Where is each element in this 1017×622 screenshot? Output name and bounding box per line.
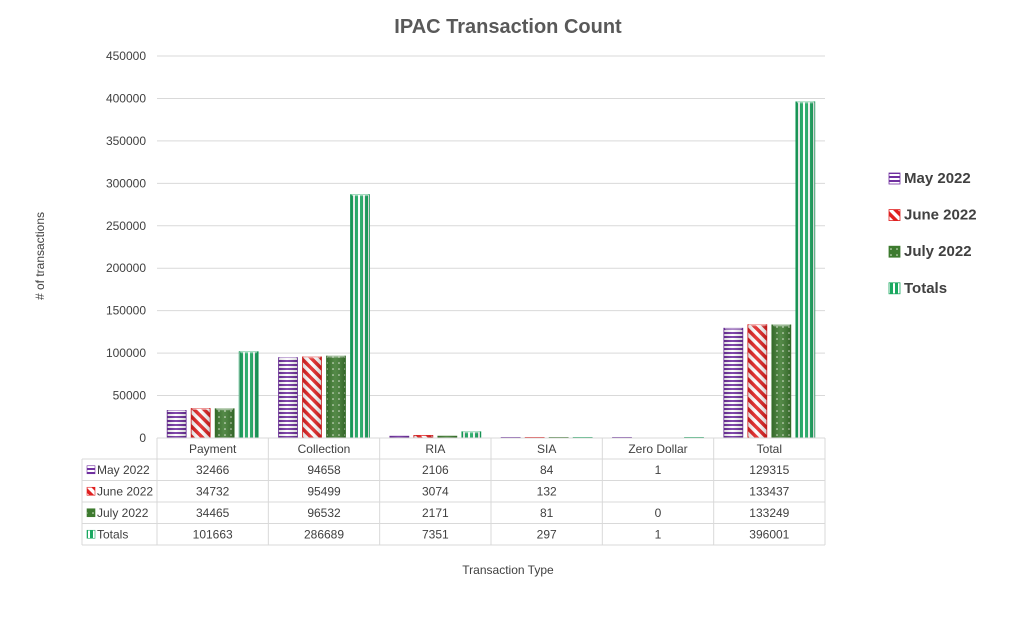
table-legend-key-july-2022 <box>86 508 96 518</box>
category-label-total: Total <box>757 442 782 456</box>
bar-shading <box>413 435 433 438</box>
category-label-zero-dollar: Zero Dollar <box>628 442 687 456</box>
table-cell-totals-collection: 286689 <box>304 527 344 541</box>
bar-cap <box>168 408 186 412</box>
legend-key-may-2022 <box>888 172 901 185</box>
bar-shading <box>215 408 235 438</box>
bar-shading <box>167 410 187 438</box>
y-tick-label: 150000 <box>106 304 146 318</box>
bar-shading <box>461 431 481 438</box>
table-row-label-june-2022: June 2022 <box>97 484 153 498</box>
bars <box>166 100 816 439</box>
y-tick-label: 250000 <box>106 219 146 233</box>
bar-cap <box>279 356 297 360</box>
table-legend-key-june-2022 <box>86 486 96 496</box>
table-cell-totals-payment: 101663 <box>193 527 233 541</box>
table-row-label-totals: Totals <box>97 527 128 541</box>
table-cell-totals-ria: 7351 <box>422 527 449 541</box>
data-table: Payment Collection RIA SIA Zero Dollar Total M… <box>81 437 826 546</box>
bar-shading <box>278 357 298 438</box>
bar-cap <box>192 407 210 411</box>
y-tick-label: 300000 <box>106 176 146 190</box>
category-label-collection: Collection <box>298 442 351 456</box>
category-label-ria: RIA <box>425 442 445 456</box>
table-row-label-may-2022: May 2022 <box>97 463 150 477</box>
legend-key-june-2022 <box>888 209 901 222</box>
table-cell-may-2022-payment: 32466 <box>196 463 230 477</box>
bar-cap <box>216 407 234 411</box>
table-cell-july-2022-sia: 81 <box>540 506 554 520</box>
bar-cap <box>351 193 369 197</box>
legend-label-july-2022: July 2022 <box>904 243 972 260</box>
bar-shading <box>389 436 409 438</box>
bar-cap <box>240 350 258 354</box>
gridlines <box>157 55 825 439</box>
table-legend-key-may-2022 <box>86 465 96 475</box>
bar-shading <box>326 356 346 438</box>
table-cell-july-2022-collection: 96532 <box>307 506 341 520</box>
bar-cap <box>303 355 321 359</box>
bar-cap <box>327 354 345 358</box>
y-tick-label: 350000 <box>106 134 146 148</box>
table-cell-may-2022-ria: 2106 <box>422 463 449 477</box>
table-cell-june-2022-sia: 132 <box>537 484 557 498</box>
y-tick-label: 450000 <box>106 49 146 63</box>
table-cell-june-2022-collection: 95499 <box>307 484 341 498</box>
y-tick-label: 400000 <box>106 91 146 105</box>
bar-shading <box>795 101 815 439</box>
table-cell-may-2022-total: 129315 <box>749 463 789 477</box>
y-axis-tick-labels: 0 50000 100000 150000 200000 250000 300000 3500… <box>106 49 146 445</box>
table-cell-july-2022-ria: 2171 <box>422 506 449 520</box>
chart-title: IPAC Transaction Count <box>394 16 622 38</box>
table-legend-key-totals <box>86 529 96 539</box>
bar-shading <box>350 194 370 438</box>
bar-shading <box>771 324 791 438</box>
table-cell-may-2022-collection: 94658 <box>307 463 341 477</box>
table-cell-totals-sia: 297 <box>537 527 557 541</box>
y-tick-label: 200000 <box>106 261 146 275</box>
bar-shading <box>302 356 322 438</box>
bar-cap <box>462 430 480 434</box>
legend-label-june-2022: June 2022 <box>904 207 977 224</box>
bar-shading <box>437 436 457 438</box>
y-axis-title: # of transactions <box>33 212 47 300</box>
legend-label-may-2022: May 2022 <box>904 170 971 187</box>
bar-shading <box>239 351 259 438</box>
bar-cap <box>724 326 742 330</box>
bar-shading <box>723 328 743 438</box>
bar-cap <box>796 100 814 104</box>
bar-shading <box>191 408 211 438</box>
table-cell-totals-total: 396001 <box>749 527 789 541</box>
table-cell-may-2022-sia: 84 <box>540 463 554 477</box>
x-axis-title: Transaction Type <box>462 563 554 577</box>
table-cell-may-2022-zero-dollar: 1 <box>655 463 662 477</box>
table-cell-june-2022-total: 133437 <box>749 484 789 498</box>
legend-key-totals <box>888 282 901 295</box>
table-row-label-july-2022: July 2022 <box>97 506 149 520</box>
category-label-payment: Payment <box>189 442 237 456</box>
bar-shading <box>747 324 767 438</box>
bar-cap <box>748 323 766 327</box>
table-cell-totals-zero-dollar: 1 <box>655 527 662 541</box>
bar-cap <box>772 323 790 327</box>
legend-label-totals: Totals <box>904 280 947 297</box>
y-tick-label: 50000 <box>113 389 147 403</box>
y-tick-label: 0 <box>139 431 146 445</box>
category-label-sia: SIA <box>537 442 556 456</box>
legend: May 2022 June 2022 July 2022 Totals <box>888 170 977 297</box>
table-cell-june-2022-payment: 34732 <box>196 484 230 498</box>
table-cell-july-2022-payment: 34465 <box>196 506 230 520</box>
y-tick-label: 100000 <box>106 346 146 360</box>
table-cell-june-2022-ria: 3074 <box>422 484 449 498</box>
table-cell-july-2022-total: 133249 <box>749 506 789 520</box>
table-cell-july-2022-zero-dollar: 0 <box>655 506 662 520</box>
legend-key-july-2022 <box>888 245 901 258</box>
